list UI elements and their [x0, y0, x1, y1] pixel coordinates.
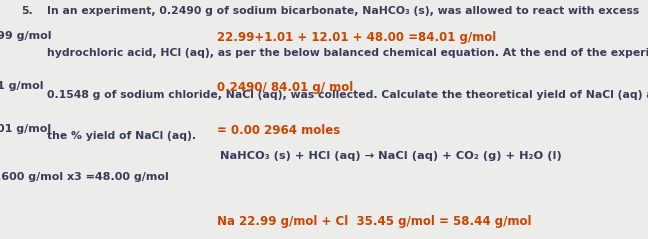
Text: In an experiment, 0.2490 g of sodium bicarbonate, NaHCO₃ (s), was allowed to rea: In an experiment, 0.2490 g of sodium bic… [47, 6, 639, 16]
Text: .600 g/mol x3 =48.00 g/mol: .600 g/mol x3 =48.00 g/mol [0, 172, 168, 182]
Text: Na 22.99 g/mol + Cl  35.45 g/mol = 58.44 g/mol: Na 22.99 g/mol + Cl 35.45 g/mol = 58.44 … [217, 215, 531, 228]
Text: the % yield of NaCl (aq).: the % yield of NaCl (aq). [47, 131, 196, 141]
Text: NaHCO₃ (s) + HCl (aq) → NaCl (aq) + CO₂ (g) + H₂O (l): NaHCO₃ (s) + HCl (aq) → NaCl (aq) + CO₂ … [220, 151, 562, 161]
Text: 0.2490/ 84.01 g/ mol: 0.2490/ 84.01 g/ mol [217, 81, 353, 94]
Text: = 0.00 2964 moles: = 0.00 2964 moles [217, 124, 340, 137]
Text: hydrochloric acid, HCl (aq), as per the below balanced chemical equation. At the: hydrochloric acid, HCl (aq), as per the … [47, 48, 648, 58]
Text: 1 g/mol: 1 g/mol [0, 81, 43, 91]
Text: 5.: 5. [21, 6, 33, 16]
Text: 01 g/mol: 01 g/mol [0, 124, 51, 134]
Text: 22.99+1.01 + 12.01 + 48.00 =84.01 g/mol: 22.99+1.01 + 12.01 + 48.00 =84.01 g/mol [217, 31, 496, 44]
Text: 0.1548 g of sodium chloride, NaCl (aq), was collected. Calculate the theoretical: 0.1548 g of sodium chloride, NaCl (aq), … [47, 90, 648, 100]
Text: 99 g/mol: 99 g/mol [0, 31, 51, 41]
